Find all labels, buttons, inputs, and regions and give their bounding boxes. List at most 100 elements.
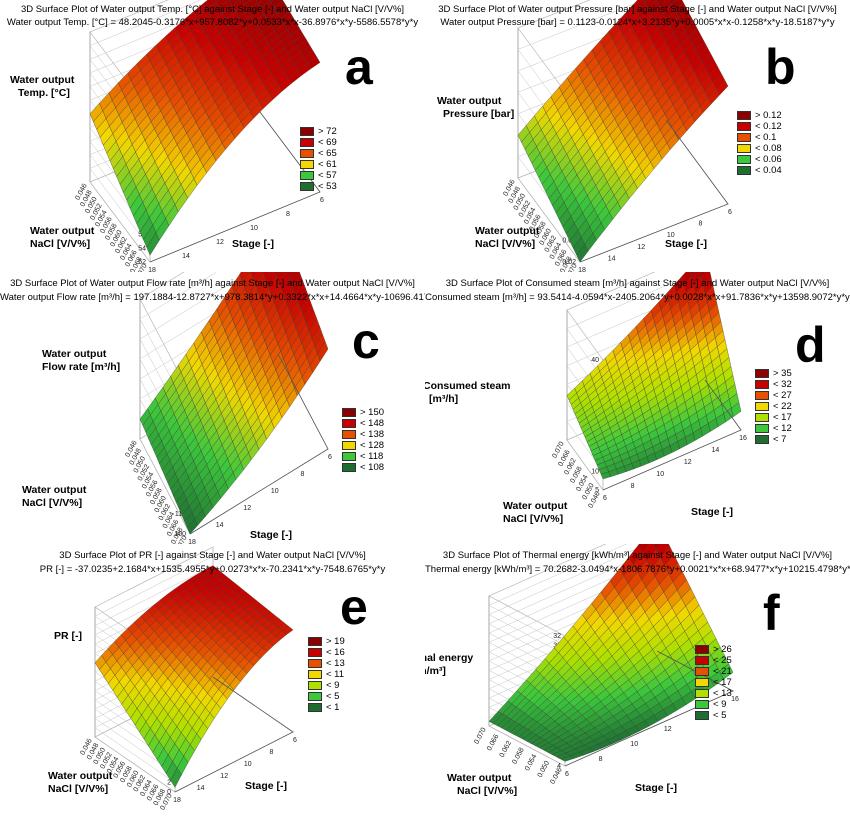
legend-swatch — [755, 402, 769, 411]
legend-label: < 5 — [326, 691, 340, 702]
legend-label: < 148 — [360, 418, 385, 429]
x-tick-label: 18 — [148, 267, 156, 272]
surface-plot-b: 0.020.040.060.080.100.120.140.1618141210… — [502, 0, 732, 272]
legend-label: < 12 — [773, 423, 792, 434]
x-axis-label-b: Stage [-] — [665, 238, 707, 250]
panel-letter-c: c — [352, 313, 380, 369]
legend-entry: < 13 — [695, 688, 732, 699]
surface-cell — [250, 272, 257, 278]
surface-mesh — [566, 272, 742, 480]
y-tick-label: 0.070 — [174, 535, 188, 544]
legend-label: < 1 — [326, 702, 340, 713]
surface-cell — [242, 0, 252, 5]
surface-plot-e: 024681012141618202224262818141210860.046… — [79, 546, 297, 811]
surface-cell — [716, 79, 729, 96]
panel-letter-b: b — [765, 39, 796, 95]
x-tick-label: 10 — [656, 471, 664, 478]
y-axis-label-a: Water output NaCl [V/V%] — [30, 225, 94, 251]
legend-label: > 26 — [713, 644, 732, 655]
x-tick-label: 18 — [188, 539, 196, 544]
z-tick-label: 32 — [553, 633, 561, 640]
x-tick-label: 8 — [269, 749, 273, 756]
surface-cell — [287, 272, 295, 279]
z-gridline — [139, 272, 191, 395]
legend-swatch — [308, 703, 322, 712]
legend-entry: < 0.1 — [737, 132, 782, 143]
legend-label: > 35 — [773, 368, 792, 379]
x-tick-label: 8 — [286, 211, 290, 218]
legend-entry: < 108 — [342, 462, 384, 473]
x-tick-label: 8 — [631, 483, 635, 490]
legend-entry: < 9 — [308, 680, 345, 691]
legend-swatch — [342, 408, 356, 417]
legend-entry: < 5 — [695, 710, 732, 721]
x-tick-label: 6 — [293, 737, 297, 744]
legend-swatch — [737, 166, 751, 175]
legend-label: < 22 — [773, 401, 792, 412]
y-axis-label-line1: Water output — [30, 225, 95, 237]
z-tick-label: 0.02 — [562, 259, 576, 266]
legend-label: > 19 — [326, 636, 345, 647]
y-tick-label: 0.050 — [537, 760, 551, 779]
legend-swatch — [342, 430, 356, 439]
z-axis-label-line2: Pressure [bar] — [443, 108, 515, 120]
panel-f: 46810121416182022242628303268101214160.0… — [425, 544, 850, 816]
panel-letter-e: e — [340, 579, 368, 635]
legend-entry: < 65 — [300, 148, 337, 159]
legend-entry: < 21 — [695, 666, 732, 677]
chart-title-b: 3D Surface Plot of Water output Pressure… — [438, 4, 837, 15]
legend-swatch — [308, 670, 322, 679]
z-tick-label: 54 — [138, 245, 146, 252]
legend-label: < 108 — [360, 462, 385, 473]
box-edge — [579, 119, 729, 263]
legend-swatch — [695, 656, 709, 665]
surface-cell — [306, 56, 321, 70]
y-axis-label-line2: NaCl [V/V%] — [503, 513, 564, 525]
legend-entry: < 0.08 — [737, 143, 782, 154]
x-tick-label: 10 — [667, 232, 675, 239]
z-axis-label-d: Consumed steam [m³/h] — [425, 380, 511, 406]
legend-swatch — [755, 424, 769, 433]
x-tick-label: 14 — [182, 253, 190, 260]
legend-entry: < 9 — [695, 699, 732, 710]
legend-label: < 0.06 — [755, 154, 782, 165]
legend-label: < 13 — [326, 658, 345, 669]
z-gridline — [488, 544, 607, 637]
legend-swatch — [342, 463, 356, 472]
legend-entry: < 12 — [755, 423, 792, 434]
surface-cell — [275, 272, 280, 277]
x-tick-label: 14 — [197, 785, 205, 792]
z-axis-label-line1: PR [-] — [54, 630, 82, 642]
legend-entry: < 1 — [308, 702, 345, 713]
legend-swatch — [342, 441, 356, 450]
surface-plot-c: 10011012013014015016017018141210860.0460… — [124, 272, 332, 544]
y-axis-label-f: Water output NaCl [V/V%] — [447, 772, 517, 798]
panel-letter-f: f — [763, 585, 780, 641]
surface-mesh — [488, 544, 734, 762]
y-tick-label: 0.058 — [511, 747, 525, 766]
z-axis-label-a: Water output Temp. [°C] — [10, 74, 74, 100]
legend-swatch — [755, 435, 769, 444]
legend-entry: > 35 — [755, 368, 792, 379]
z-axis-label-line1: Consumed steam — [425, 380, 511, 392]
box-edge — [149, 111, 321, 263]
chart-title-a: 3D Surface Plot of Water output Temp. [°… — [20, 4, 405, 15]
chart-equation-d: Consumed steam [m³/h] = 93.5414-4.0594*x… — [425, 292, 850, 303]
legend-entry: < 0.04 — [737, 165, 782, 176]
x-axis-label-c: Stage [-] — [250, 529, 292, 541]
chart-equation-a: Water output Temp. [°C] = 48.2045-0.3176… — [6, 17, 419, 28]
z-axis-label-line2: Flow rate [m³/h] — [42, 361, 121, 373]
legend-label: < 128 — [360, 440, 385, 451]
legend-swatch — [300, 149, 314, 158]
legend-label: < 32 — [773, 379, 792, 390]
x-axis-label-f: Stage [-] — [635, 782, 677, 794]
legend-entry: > 19 — [308, 636, 345, 647]
legend-entry: < 5 — [308, 691, 345, 702]
legend-entry: < 17 — [695, 677, 732, 688]
legend-swatch — [342, 419, 356, 428]
z-tick-label: 5 — [595, 487, 599, 494]
legend-swatch — [342, 452, 356, 461]
legend-entry: < 27 — [755, 390, 792, 401]
panel-e: 024681012141618202224262818141210860.046… — [0, 544, 425, 816]
legend-entry: < 16 — [308, 647, 345, 658]
